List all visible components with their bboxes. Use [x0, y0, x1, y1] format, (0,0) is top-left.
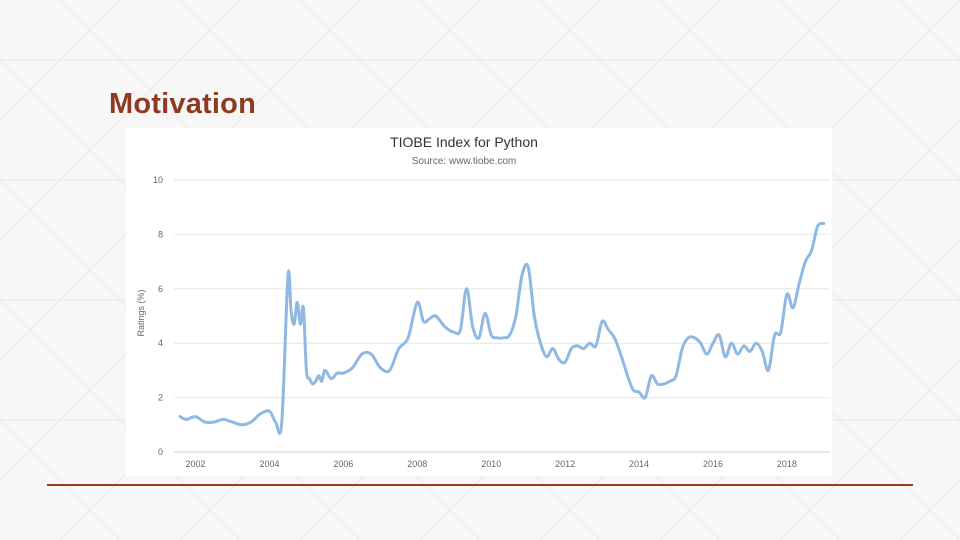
background-line	[0, 419, 121, 540]
x-tick-label: 2018	[777, 459, 797, 469]
x-tick-label: 2006	[333, 459, 353, 469]
x-tick-label: 2014	[629, 459, 649, 469]
chart-subtitle: Source: www.tiobe.com	[412, 156, 517, 167]
background-line	[0, 0, 121, 121]
y-tick-label: 6	[158, 284, 163, 294]
series-line-0	[178, 221, 826, 435]
x-tick-label: 2002	[186, 459, 206, 469]
y-tick-label: 0	[158, 447, 163, 457]
y-tick-label: 8	[158, 229, 163, 239]
grid-lines	[174, 179, 830, 453]
background-line	[0, 0, 361, 361]
background-line	[0, 0, 241, 241]
y-axis-label: Ratings (%)	[136, 289, 146, 336]
slide-title: Motivation	[109, 88, 256, 120]
y-tick-labels: 0 2 4 6 8 10	[153, 175, 163, 457]
x-tick-labels: 2002 2004 2006 2008 2010 2012 2014 2016 2018	[186, 459, 797, 469]
series-layer	[178, 221, 826, 435]
x-tick-label: 2008	[407, 459, 427, 469]
background-line	[779, 359, 960, 540]
x-tick-label: 2016	[703, 459, 723, 469]
chart-title: TIOBE Index for Python	[390, 134, 538, 150]
y-tick-label: 10	[153, 175, 163, 185]
chart-panel: TIOBE Index for Python Source: www.tiobe…	[126, 128, 832, 476]
x-tick-label: 2010	[481, 459, 501, 469]
bottom-divider	[47, 484, 913, 486]
tiobe-line-chart: TIOBE Index for Python Source: www.tiobe…	[136, 134, 830, 469]
y-tick-label: 4	[158, 338, 163, 348]
x-tick-label: 2012	[555, 459, 575, 469]
y-tick-label: 2	[158, 393, 163, 403]
x-tick-label: 2004	[259, 459, 279, 469]
